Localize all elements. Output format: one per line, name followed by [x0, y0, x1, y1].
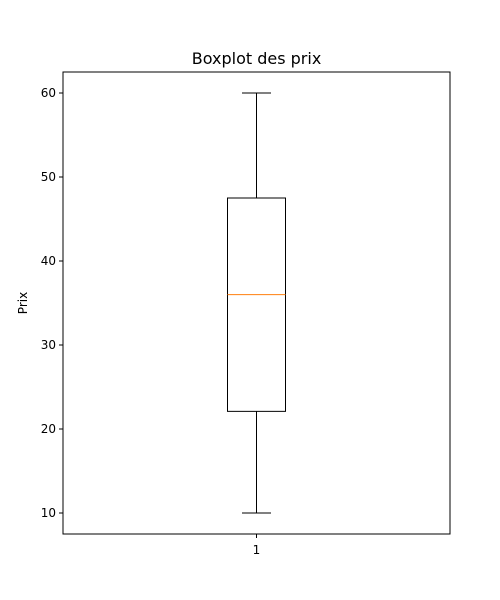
y-tick-label: 20: [41, 422, 56, 436]
y-tick-label: 50: [41, 170, 56, 184]
y-axis-label: Prix: [16, 292, 30, 314]
y-tick-label: 30: [41, 338, 56, 352]
y-tick-label: 60: [41, 86, 56, 100]
plot-area: 10 20 30 40 50 60 1: [41, 71, 451, 557]
y-tick-label: 40: [41, 254, 56, 268]
x-tick-label: 1: [253, 543, 261, 557]
interquartile-box: [227, 197, 286, 412]
chart-title: Boxplot des prix: [192, 49, 322, 68]
y-tick-label: 10: [41, 506, 56, 520]
